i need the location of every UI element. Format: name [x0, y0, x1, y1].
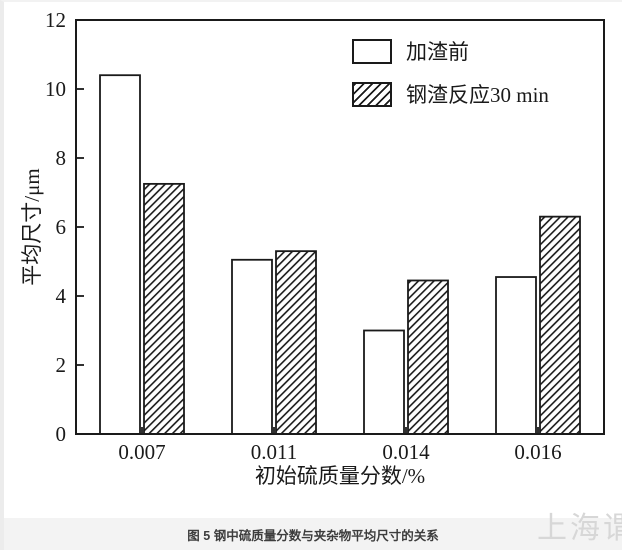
chart-legend: 加渣前 钢渣反应30 min: [352, 36, 549, 109]
plot-group: 0.007 0.011 0.014 0.016 0 2 4 6 8 10 12: [45, 8, 605, 464]
x-axis-label: 初始硫质量分数/%: [254, 464, 426, 488]
x-tick-label: 0.016: [514, 440, 561, 464]
y-tick-label: 10: [45, 77, 66, 101]
y-tick-label: 8: [56, 146, 67, 170]
bar-加渣前-0.007: [99, 74, 141, 435]
plot-border: [75, 19, 605, 435]
x-tick-label: 0.014: [382, 440, 430, 464]
chart-area: 0.007 0.011 0.014 0.016 0 2 4 6 8 10 12 平均尺寸/μm 初始…: [4, 2, 622, 520]
y-tick-label: 6: [56, 215, 67, 239]
bar-chart: 0.007 0.011 0.014 0.016 0 2 4 6 8 10 12: [45, 8, 605, 464]
legend-swatch-white: [352, 38, 392, 64]
bar-钢渣反应30 min-0.007: [143, 182, 185, 435]
figure-caption: 图 5 钢中硫质量分数与夹杂物平均尺寸的关系: [187, 528, 439, 543]
x-tick-label: 0.011: [251, 440, 297, 464]
y-tick-label: 12: [45, 8, 66, 32]
legend-swatch-hatched: [352, 81, 392, 107]
y-axis-label: 平均尺寸/μm: [20, 168, 44, 286]
bar-钢渣反应30 min-0.011: [275, 250, 317, 435]
y-tick-label: 0: [56, 422, 67, 446]
bar-钢渣反应30 min-0.014: [407, 279, 449, 435]
bar-加渣前-0.016: [495, 276, 537, 435]
legend-item-after: 钢渣反应30 min: [352, 79, 549, 109]
legend-item-before: 加渣前: [352, 36, 549, 66]
x-tick-label: 0.007: [118, 440, 165, 464]
bar-加渣前-0.011: [231, 258, 273, 435]
y-tick-label: 2: [56, 353, 67, 377]
bar-钢渣反应30 min-0.016: [539, 215, 581, 435]
y-tick-label: 4: [56, 284, 67, 308]
caption-bar: 图 5 钢中硫质量分数与夹杂物平均尺寸的关系: [4, 518, 622, 550]
bar-加渣前-0.014: [363, 329, 405, 435]
watermark: 上海谓: [537, 512, 622, 545]
legend-label: 加渣前: [406, 40, 469, 64]
legend-label: 钢渣反应30 min: [406, 83, 549, 107]
